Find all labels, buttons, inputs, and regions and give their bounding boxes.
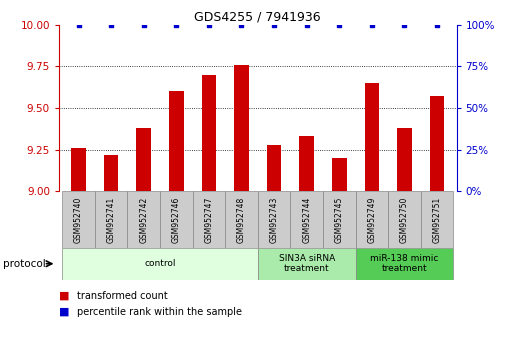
Point <box>107 22 115 28</box>
Bar <box>234 65 249 191</box>
Bar <box>104 155 119 191</box>
Bar <box>323 191 356 248</box>
Bar <box>71 148 86 191</box>
Bar <box>430 96 444 191</box>
Point <box>368 22 376 28</box>
Bar <box>388 191 421 248</box>
Text: SIN3A siRNA
treatment: SIN3A siRNA treatment <box>279 254 335 273</box>
Bar <box>356 248 453 280</box>
Bar <box>258 248 356 280</box>
Bar <box>299 136 314 191</box>
Text: transformed count: transformed count <box>77 291 168 301</box>
Bar <box>290 191 323 248</box>
Point <box>400 22 408 28</box>
Point <box>205 22 213 28</box>
Text: GSM952741: GSM952741 <box>107 196 115 242</box>
Bar <box>356 191 388 248</box>
Bar <box>225 191 258 248</box>
Point <box>303 22 311 28</box>
Point <box>433 22 441 28</box>
Text: miR-138 mimic
treatment: miR-138 mimic treatment <box>370 254 439 273</box>
Text: ■: ■ <box>59 291 69 301</box>
Point <box>270 22 278 28</box>
Bar <box>160 191 192 248</box>
Text: GSM952745: GSM952745 <box>335 196 344 243</box>
Bar <box>136 128 151 191</box>
Bar <box>193 191 225 248</box>
Bar <box>332 158 347 191</box>
Text: GSM952743: GSM952743 <box>269 196 279 243</box>
Bar <box>365 83 379 191</box>
Bar <box>127 191 160 248</box>
Bar <box>397 128 412 191</box>
Bar <box>258 191 290 248</box>
Bar <box>62 248 258 280</box>
Bar <box>169 91 184 191</box>
Text: GSM952742: GSM952742 <box>139 196 148 242</box>
Point <box>172 22 181 28</box>
Text: GSM952744: GSM952744 <box>302 196 311 243</box>
Bar <box>95 191 127 248</box>
Bar <box>62 191 95 248</box>
Bar <box>267 144 282 191</box>
Text: GSM952750: GSM952750 <box>400 196 409 243</box>
Text: GSM952747: GSM952747 <box>204 196 213 243</box>
Point <box>335 22 343 28</box>
Text: GDS4255 / 7941936: GDS4255 / 7941936 <box>194 11 321 24</box>
Point <box>74 22 83 28</box>
Point <box>140 22 148 28</box>
Text: GSM952751: GSM952751 <box>432 196 442 242</box>
Text: protocol: protocol <box>3 259 45 269</box>
Text: GSM952740: GSM952740 <box>74 196 83 243</box>
Text: ■: ■ <box>59 307 69 316</box>
Bar <box>202 75 216 191</box>
Bar <box>421 191 453 248</box>
Text: percentile rank within the sample: percentile rank within the sample <box>77 307 242 316</box>
Text: GSM952748: GSM952748 <box>237 196 246 242</box>
Point <box>238 22 246 28</box>
Text: control: control <box>144 259 176 268</box>
Text: GSM952746: GSM952746 <box>172 196 181 243</box>
Text: GSM952749: GSM952749 <box>367 196 377 243</box>
